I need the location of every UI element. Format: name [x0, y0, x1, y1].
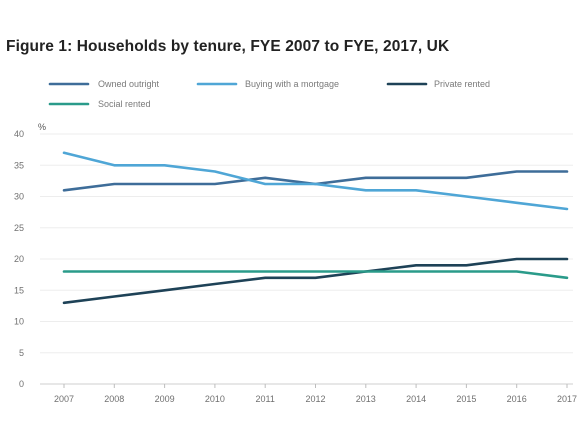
y-tick-label: 20: [14, 254, 24, 264]
series-line-owned-outright: [62, 170, 569, 192]
x-tick-label: 2010: [205, 394, 225, 404]
y-tick-label: 0: [19, 379, 24, 389]
x-tick-label: 2016: [507, 394, 527, 404]
y-tick-label: 10: [14, 317, 24, 327]
series-line-private-rented: [62, 257, 569, 305]
x-tick-label: 2007: [54, 394, 74, 404]
y-tick-label: 30: [14, 192, 24, 202]
legend-label-private-rented: Private rented: [434, 79, 490, 89]
x-tick-label: 2012: [305, 394, 325, 404]
legend-label-buying-with-a-mortgage: Buying with a mortgage: [245, 79, 339, 89]
series-line-buying-with-a-mortgage: [62, 151, 569, 211]
y-tick-label: 25: [14, 223, 24, 233]
x-tick-label: 2011: [256, 394, 275, 404]
x-tick-label: 2009: [155, 394, 175, 404]
y-tick-label: 35: [14, 160, 24, 170]
y-tick-label: 15: [14, 285, 24, 295]
x-tick-label: 2013: [356, 394, 376, 404]
chart-gridlines: [40, 133, 573, 385]
chart-legend: Owned outright Buying with a mortgage Priv…: [48, 79, 490, 109]
y-tick-label: 40: [14, 129, 24, 139]
x-tick-label: 2017: [557, 394, 577, 404]
x-tick-label: 2014: [406, 394, 426, 404]
chart-series: [62, 151, 569, 305]
y-axis: 0 5 10 15 20 25 30 35 40%: [14, 122, 46, 389]
x-axis: 2007 2008 2009 2010 2011 2012 2013 2014 2015 2016…: [54, 384, 577, 404]
series-line-social-rented: [62, 270, 569, 280]
legend-label-social-rented: Social rented: [98, 99, 151, 109]
y-tick-label: 5: [19, 348, 24, 358]
y-axis-unit-label: %: [38, 122, 46, 132]
figure-title: Figure 1: Households by tenure, FYE 2007…: [6, 38, 450, 55]
legend-label-owned-outright: Owned outright: [98, 79, 160, 89]
x-tick-label: 2008: [104, 394, 124, 404]
x-tick-label: 2015: [456, 394, 476, 404]
